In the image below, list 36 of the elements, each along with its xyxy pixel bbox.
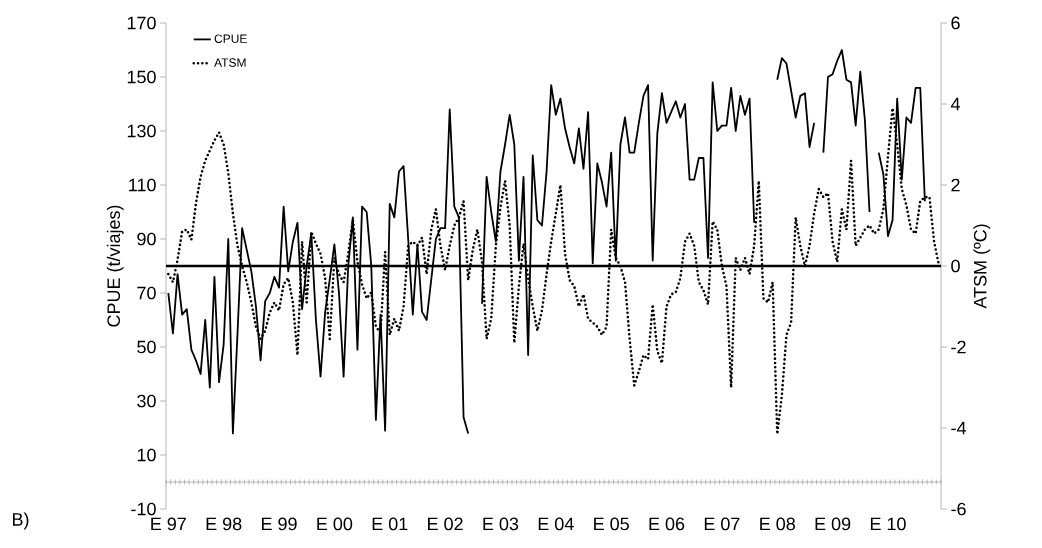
y-tick-label: 50 <box>137 340 156 354</box>
x-tick-label: E 10 <box>870 517 906 531</box>
y2-tick-label: -4 <box>951 421 967 435</box>
y2-axis-title: ATSM (ºC) <box>973 224 991 309</box>
y2-tick-label: 0 <box>951 259 960 273</box>
x-tick-label: E 99 <box>261 517 297 531</box>
y-tick-label: 110 <box>129 178 156 192</box>
y2-tick-label: 6 <box>951 16 960 30</box>
y-tick-label: 90 <box>137 232 156 246</box>
x-tick-label: E 97 <box>151 517 186 531</box>
y-tick-label: 70 <box>137 286 156 300</box>
x-tick-label: E 09 <box>815 517 851 531</box>
y-tick-label: -10 <box>131 502 156 516</box>
y2-tick-label: -6 <box>951 502 966 516</box>
y-tick-label: 130 <box>127 124 156 138</box>
legend-label: CPUE <box>214 34 247 43</box>
x-tick-label: E 01 <box>372 517 408 531</box>
y-tick-label: 150 <box>127 70 156 84</box>
x-tick-label: E 98 <box>206 517 242 531</box>
y-tick-label: 30 <box>137 394 156 408</box>
x-tick-label: E 03 <box>483 517 519 531</box>
y2-tick-label: 4 <box>950 97 961 111</box>
x-tick-label: E 05 <box>594 517 629 531</box>
legend-label: ATSM <box>214 58 246 67</box>
text: B) <box>13 512 29 530</box>
x-tick-label: E 07 <box>704 517 740 531</box>
x-tick-label: E 02 <box>428 517 463 531</box>
y-tick-label: 10 <box>137 448 156 462</box>
x-tick-label: E 08 <box>760 517 795 531</box>
y-tick-label: 170 <box>127 16 156 30</box>
x-tick-label: E 06 <box>649 517 685 531</box>
x-tick-label: E 04 <box>538 517 574 531</box>
y2-tick-label: 2 <box>951 178 960 192</box>
y-axis-title: CPUE (t/viajes) <box>106 205 124 327</box>
y2-tick-label: -2 <box>951 340 966 354</box>
x-tick-label: E 00 <box>317 517 353 531</box>
